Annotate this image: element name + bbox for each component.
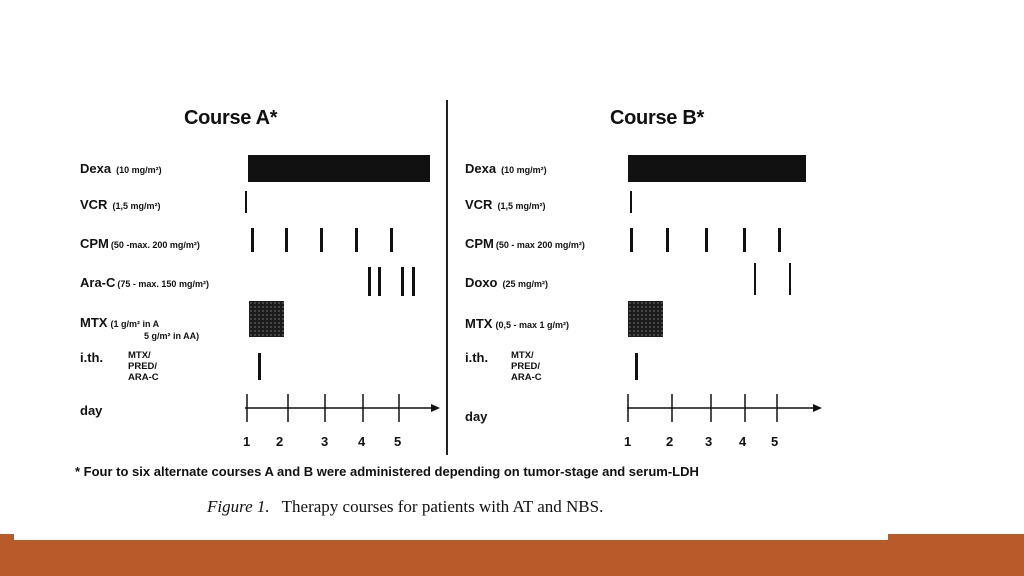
course-a-ara-c-mark: [401, 267, 404, 296]
course-b-cpm-mark: [743, 228, 746, 252]
course-a-day-tick: 5: [394, 434, 402, 449]
ith-drug: ARA-C: [511, 372, 542, 383]
course-a-day-tick: 3: [321, 434, 329, 449]
ith-drug: PRED/: [511, 361, 541, 372]
course-b-row-vcr: VCR (1,5 mg/m²): [465, 197, 545, 212]
course-b-vcr-mark: [630, 191, 632, 213]
drug-name: Doxo: [465, 275, 498, 290]
course-b-day-tick: 4: [739, 434, 747, 449]
course-a-ith-drugs: MTX/ PRED/ ARA-C: [128, 350, 159, 383]
ith-drug: ARA-C: [128, 372, 159, 383]
figure-caption: Figure 1. Therapy courses for patients wi…: [207, 497, 603, 517]
drug-dose: (25 mg/m²): [502, 279, 549, 289]
course-a-cpm-mark: [355, 228, 358, 252]
drug-name: CPM: [465, 236, 494, 251]
course-a-cpm-mark: [390, 228, 393, 252]
course-b-day-tick: 2: [666, 434, 674, 449]
drug-dose: (10 mg/m²): [116, 165, 162, 175]
ith-drug: MTX/: [128, 350, 151, 361]
ith-drug: MTX/: [511, 350, 534, 361]
course-a-title: Course A*: [184, 107, 278, 129]
course-b-day-tick: 1: [624, 434, 632, 449]
drug-name: Ara-C: [80, 275, 116, 290]
course-b-cpm-mark: [666, 228, 669, 252]
course-b-day-tick: 5: [771, 434, 779, 449]
caption-label: Figure 1.: [207, 497, 270, 516]
therapy-figure: Course A* Dexa (10 mg/m²) VCR (1,5 mg/m²) …: [70, 95, 830, 525]
panel-divider: [446, 100, 448, 455]
course-b-row-doxo: Doxo (25 mg/m²): [465, 275, 548, 290]
drug-dose: (1,5 mg/m²): [112, 201, 161, 211]
ith-drug: PRED/: [128, 361, 158, 372]
course-b-day-axis: [627, 394, 822, 422]
drug-name: VCR: [465, 197, 493, 212]
course-b-panel: Course B* Dexa (10 mg/m²) VCR (1,5 mg/m²) …: [465, 95, 825, 455]
figure-footnote: * Four to six alternate courses A and B …: [75, 464, 699, 479]
course-b-row-dexa: Dexa (10 mg/m²): [465, 161, 547, 176]
course-a-ith-mark: [258, 353, 261, 380]
drug-dose: (1 g/m² in A: [110, 319, 160, 329]
drug-name: MTX: [80, 315, 108, 330]
course-b-day-tick: 3: [705, 434, 713, 449]
course-b-dexa-bar: [628, 155, 806, 182]
drug-dose: (50 - max 200 mg/m²): [495, 240, 585, 250]
course-b-cpm-mark: [705, 228, 708, 252]
drug-dose: (50 -max. 200 mg/m²): [110, 240, 200, 250]
course-b-ith-drugs: MTX/ PRED/ ARA-C: [511, 350, 542, 383]
course-a-ara-c-mark: [412, 267, 415, 296]
course-b-cpm-mark: [778, 228, 781, 252]
course-b-title: Course B*: [610, 107, 704, 129]
course-a-row-ara-c: Ara-C (75 - max. 150 mg/m²): [80, 275, 209, 290]
course-a-cpm-mark: [320, 228, 323, 252]
course-a-row-mtx: MTX (1 g/m² in A: [80, 315, 159, 330]
course-a-row-vcr: VCR (1,5 mg/m²): [80, 197, 160, 212]
course-b-cpm-mark: [630, 228, 633, 252]
course-a-dexa-bar: [248, 155, 430, 182]
course-a-ara-c-mark: [378, 267, 381, 296]
course-b-row-mtx: MTX (0,5 - max 1 g/m²): [465, 316, 569, 331]
course-b-row-cpm: CPM (50 - max 200 mg/m²): [465, 236, 585, 251]
course-b-doxo-mark: [789, 263, 791, 295]
course-a-cpm-mark: [285, 228, 288, 252]
drug-dose: (75 - max. 150 mg/m²): [117, 279, 209, 289]
course-a-day-label: day: [80, 403, 103, 418]
course-a-day-tick: 4: [358, 434, 366, 449]
drug-dose: (1,5 mg/m²): [497, 201, 546, 211]
course-b-row-ith: i.th.: [465, 350, 489, 365]
footer-accent-left: [0, 534, 14, 542]
course-a-row-cpm: CPM (50 -max. 200 mg/m²): [80, 236, 200, 251]
course-a-row-dexa: Dexa (10 mg/m²): [80, 161, 162, 176]
drug-dose: (0,5 - max 1 g/m²): [495, 320, 569, 330]
course-a-day-axis: [245, 394, 440, 422]
course-a-row-ith: i.th.: [80, 350, 104, 365]
course-a-mtx-dose-line2: 5 g/m² in AA): [144, 331, 200, 341]
course-a-day-tick: 2: [276, 434, 284, 449]
course-a-vcr-mark: [245, 191, 247, 213]
drug-name: Dexa: [80, 161, 112, 176]
caption-text: Therapy courses for patients with AT and…: [281, 497, 604, 516]
footer-band: [0, 540, 1024, 576]
course-a-ara-c-mark: [368, 267, 371, 296]
drug-dose: (10 mg/m²): [501, 165, 547, 175]
drug-name: MTX: [465, 316, 493, 331]
course-a-cpm-mark: [251, 228, 254, 252]
course-a-panel: Course A* Dexa (10 mg/m²) VCR (1,5 mg/m²) …: [80, 95, 440, 455]
course-a-day-tick: 1: [243, 434, 251, 449]
course-b-day-label: day: [465, 409, 488, 424]
drug-name: VCR: [80, 197, 108, 212]
course-a-mtx-block: [249, 301, 284, 337]
drug-name: CPM: [80, 236, 109, 251]
course-b-doxo-mark: [754, 263, 756, 295]
course-b-ith-mark: [635, 353, 638, 380]
course-b-mtx-block: [628, 301, 663, 337]
footer-accent-right: [888, 534, 1024, 542]
drug-name: Dexa: [465, 161, 497, 176]
